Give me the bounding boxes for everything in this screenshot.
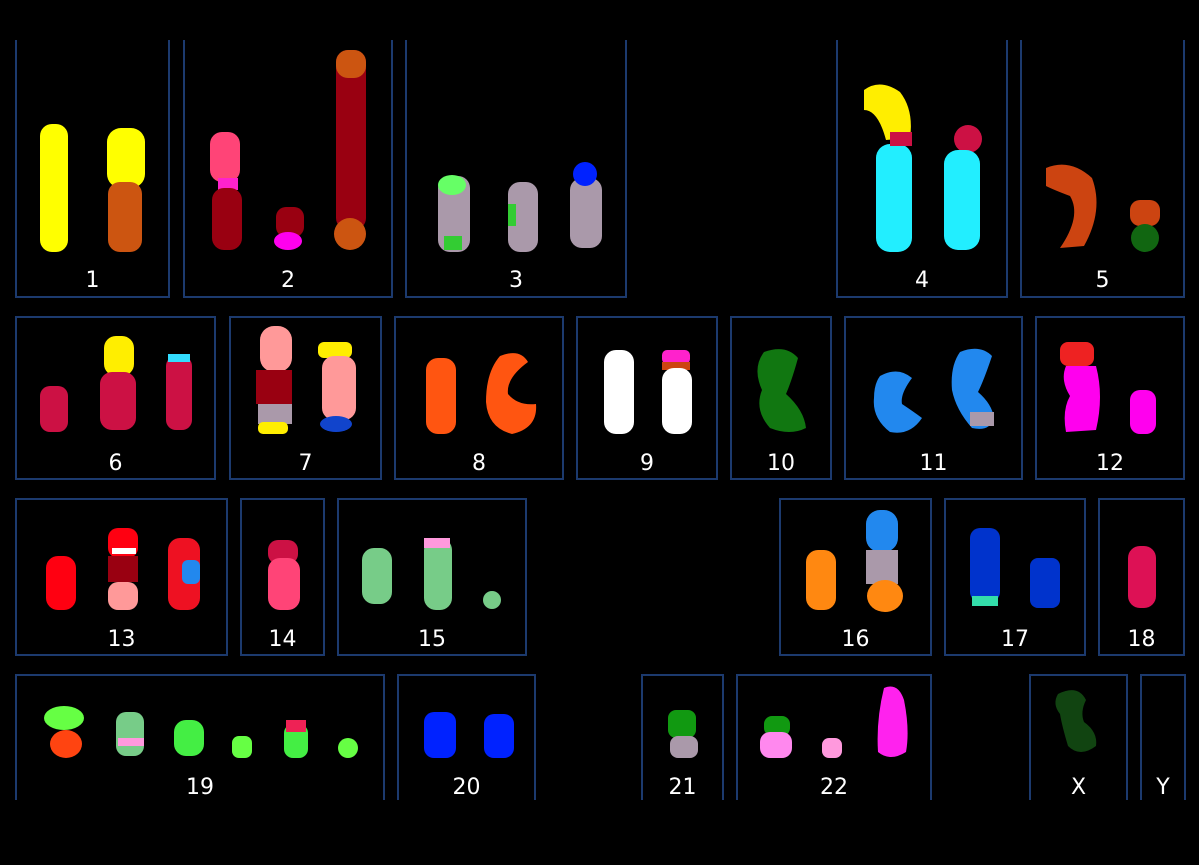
- group-box-22: 22: [736, 674, 932, 800]
- group-box-16: 16: [779, 498, 932, 656]
- group-label-5: 5: [1095, 268, 1110, 293]
- group-box-2: 2: [183, 40, 393, 298]
- group-box-20: 20: [397, 674, 536, 800]
- group-label-13: 13: [107, 627, 136, 652]
- group-box-1: 1: [15, 40, 170, 298]
- group-box-x: X: [1029, 674, 1128, 800]
- group-label-3: 3: [509, 268, 523, 293]
- group-label-7: 7: [298, 451, 313, 476]
- group-box-8: 8: [394, 316, 564, 480]
- group-box-10: 10: [730, 316, 832, 480]
- group-box-18: 18: [1098, 498, 1185, 656]
- group-label-15: 15: [418, 627, 446, 652]
- group-box-y: Y: [1140, 674, 1186, 800]
- group-box-14: 14: [240, 498, 325, 656]
- group-box-6: 6: [15, 316, 216, 480]
- group-label-2: 2: [281, 268, 295, 293]
- group-label-6: 6: [108, 451, 123, 476]
- group-label-16: 16: [841, 627, 870, 652]
- group-box-17: 17: [944, 498, 1086, 656]
- group-label-y: Y: [1156, 775, 1170, 800]
- group-label-8: 8: [472, 451, 486, 476]
- group-label-x: X: [1070, 775, 1087, 800]
- group-box-11: 11: [844, 316, 1023, 480]
- group-box-13: 13: [15, 498, 228, 656]
- group-label-10: 10: [767, 451, 795, 476]
- group-label-4: 4: [915, 268, 929, 293]
- group-box-12: 12: [1035, 316, 1185, 480]
- group-label-12: 12: [1096, 451, 1124, 476]
- group-box-9: 9: [576, 316, 718, 480]
- group-label-20: 20: [452, 775, 481, 800]
- group-box-7: 7: [229, 316, 382, 480]
- group-box-5: 5: [1020, 40, 1185, 298]
- group-box-21: 21: [641, 674, 724, 800]
- group-box-19: 19: [15, 674, 385, 800]
- group-box-3: 3: [405, 40, 627, 298]
- group-box-15: 15: [337, 498, 527, 656]
- group-box-4: 4: [836, 40, 1008, 298]
- group-label-22: 22: [820, 775, 848, 800]
- group-label-1: 1: [85, 268, 100, 293]
- group-label-14: 14: [268, 627, 297, 652]
- group-label-18: 18: [1127, 627, 1156, 652]
- group-label-9: 9: [640, 451, 654, 476]
- group-label-21: 21: [668, 775, 697, 800]
- group-label-17: 17: [1001, 627, 1029, 652]
- group-label-11: 11: [919, 451, 948, 476]
- group-label-19: 19: [186, 775, 214, 800]
